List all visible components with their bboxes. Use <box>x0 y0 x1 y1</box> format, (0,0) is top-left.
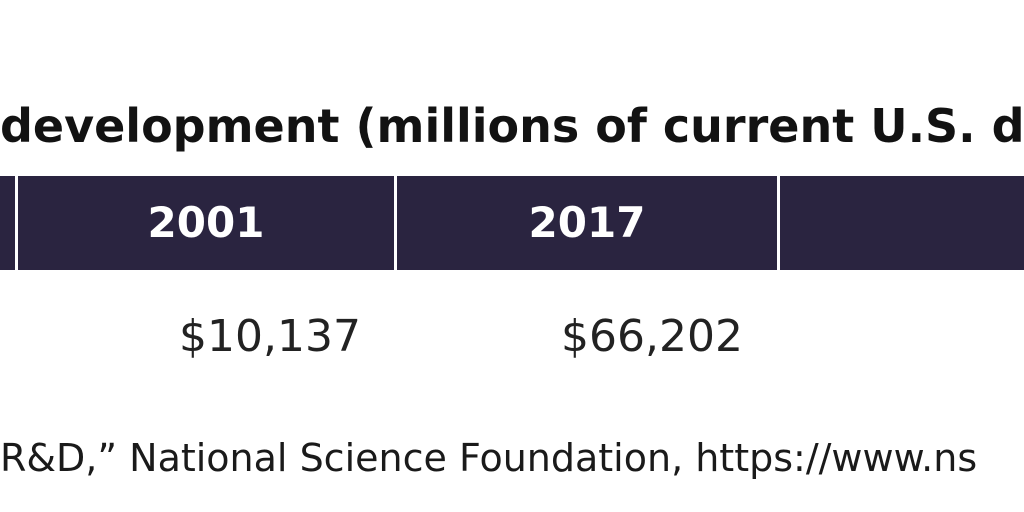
table-header-row: 2001 2017 <box>0 176 1024 270</box>
column-divider <box>15 176 18 270</box>
table-title: development (millions of current U.S. do… <box>0 99 1024 153</box>
table-cell-2001: $10,137 <box>179 311 361 362</box>
table-cell-cutoff <box>780 305 1024 369</box>
column-divider <box>777 176 780 270</box>
column-header-2017: 2017 <box>528 198 646 247</box>
column-header-cutoff <box>780 176 1024 270</box>
source-note: R&D,” National Science Foundation, https… <box>0 436 978 480</box>
table-cell-2017: $66,202 <box>561 311 743 362</box>
column-header-2001: 2001 <box>147 198 265 247</box>
column-divider <box>394 176 397 270</box>
